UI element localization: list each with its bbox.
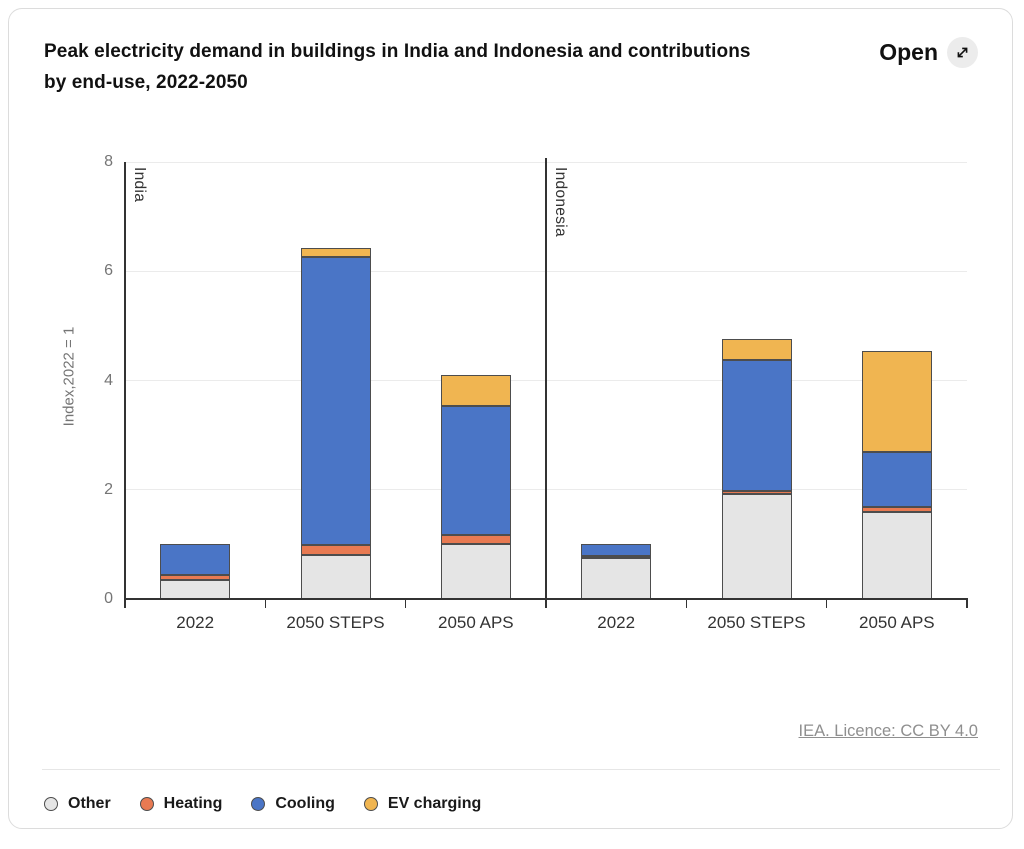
x-tick-label: 2022 (597, 613, 636, 632)
chart-title-line2: by end-use, 2022-2050 (44, 72, 248, 93)
panel-separator-line (545, 158, 547, 608)
legend-swatch-cooling (251, 797, 266, 811)
y-tick-label: 0 (104, 590, 113, 607)
open-button-label: Open (879, 39, 938, 65)
bar-segment-other (721, 493, 792, 599)
chart-title: Peak electricity demand in buildings in … (44, 36, 751, 98)
x-tick-label: 2050 STEPS (707, 613, 806, 632)
x-tick-label: 2050 STEPS (286, 613, 385, 632)
y-tick-label: 4 (104, 371, 113, 389)
bar-segment-ev-charging (861, 350, 932, 452)
footer-divider (42, 769, 1000, 770)
bar-segment-cooling (160, 544, 231, 575)
panel-label-india: India (131, 167, 148, 203)
legend-item-cooling[interactable]: Cooling (251, 795, 335, 813)
bar-segment-cooling (581, 544, 652, 556)
bar-segment-heating (300, 545, 371, 556)
x-tick-label: 2050 APS (438, 613, 514, 632)
chart-card: Peak electricity demand in buildings in … (8, 8, 1013, 829)
bar-segment-cooling (861, 451, 932, 507)
bar-segment-heating (581, 555, 652, 558)
bar-segment-ev-charging (300, 247, 371, 257)
y-tick-label: 2 (104, 480, 113, 498)
legend-item-label: Heating (163, 795, 223, 812)
chart-plot-area: 0 2 4 6 8 Index,2022 = 1 India 2022 2050 STEPS 20… (9, 9, 1024, 849)
legend-item-heating[interactable]: Heating (139, 795, 223, 813)
open-button[interactable]: Open (879, 37, 978, 68)
y-axis-line (124, 162, 126, 600)
legend-item-other[interactable]: Other (44, 795, 111, 813)
panel-label-indonesia: Indonesia (552, 167, 569, 238)
legend-item-ev-charging[interactable]: EV charging (363, 795, 482, 813)
bar-segment-cooling (440, 405, 511, 535)
x-tick-label: 2050 APS (859, 613, 935, 632)
x-axis-tick (825, 599, 828, 608)
bar-segment-other (160, 579, 231, 599)
legend-swatch-heating (139, 797, 154, 811)
bar-segment-ev-charging (440, 374, 511, 406)
bar-segment-other (440, 544, 511, 599)
legend-swatch-ev-charging (363, 797, 378, 811)
bar-segment-heating (861, 506, 932, 512)
bar-segment-heating (440, 534, 511, 545)
bar-segment-cooling (300, 256, 371, 546)
x-tick-label: 2022 (176, 613, 215, 632)
bar-segment-heating (721, 490, 792, 494)
x-axis-tick (124, 599, 126, 608)
x-axis-tick (404, 599, 407, 608)
legend-item-label: Cooling (275, 795, 335, 812)
bar-segment-cooling (721, 359, 792, 491)
licence-link[interactable]: IEA. Licence: CC BY 4.0 (798, 722, 978, 740)
x-axis-tick (685, 599, 688, 608)
y-axis-title: Index,2022 = 1 (60, 326, 78, 427)
legend-item-label: Other (68, 795, 111, 812)
bar-segment-ev-charging (721, 338, 792, 360)
x-axis-tick (264, 599, 267, 608)
bar-segment-other (300, 555, 371, 599)
legend: Other Heating Cooling EV charging (44, 795, 481, 813)
x-axis-tick (966, 599, 968, 608)
expand-diagonal-arrow-icon[interactable] (947, 37, 978, 68)
legend-swatch-other (44, 797, 58, 811)
y-tick-label: 8 (104, 153, 113, 171)
chart-title-line1: Peak electricity demand in buildings in … (44, 41, 751, 62)
bar-segment-other (861, 511, 932, 599)
y-tick-label: 6 (104, 262, 113, 280)
legend-item-label: EV charging (387, 795, 482, 812)
bar-segment-heating (160, 574, 231, 580)
bar-segment-other (581, 557, 652, 599)
